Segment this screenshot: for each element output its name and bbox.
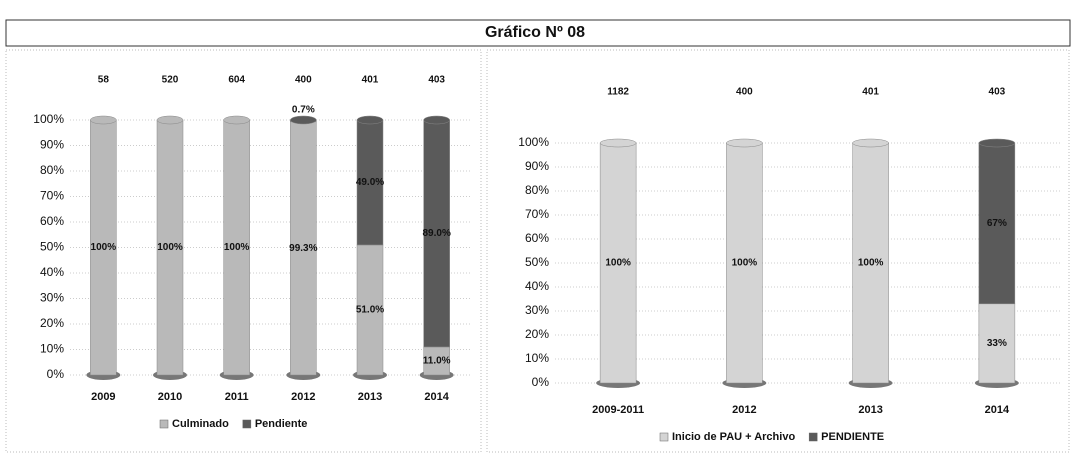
bar-top — [599, 138, 637, 148]
value-label: 67% — [987, 218, 1007, 229]
y-tick-label: 30% — [40, 291, 64, 305]
total-label: 400 — [295, 75, 312, 86]
y-tick-label: 30% — [525, 303, 549, 317]
bar-top — [156, 115, 184, 125]
value-label: 49.0% — [356, 177, 384, 188]
total-label: 520 — [162, 75, 179, 86]
legend-label: Culminado — [172, 418, 229, 430]
legend-swatch — [659, 432, 669, 442]
legend-label: Inicio de PAU + Archivo — [672, 431, 795, 443]
title-box — [5, 19, 1071, 47]
bar-segment — [156, 119, 184, 376]
value-label: 100% — [732, 258, 758, 269]
x-tick-label: 2010 — [158, 391, 182, 403]
total-label: 401 — [362, 75, 379, 86]
y-tick-label: 60% — [525, 231, 549, 245]
y-tick-label: 100% — [33, 112, 64, 126]
bar-segment — [223, 119, 250, 376]
x-tick-label: 2009-2011 — [592, 404, 644, 416]
y-tick-label: 80% — [40, 163, 64, 177]
bar-segment — [978, 142, 1016, 305]
legend-label: PENDIENTE — [821, 431, 884, 443]
y-tick-label: 20% — [40, 316, 64, 330]
legend-swatch — [159, 419, 169, 429]
total-label: 58 — [98, 75, 110, 86]
y-tick-label: 90% — [40, 138, 64, 152]
bar-top — [423, 115, 450, 125]
total-label: 1182 — [607, 87, 629, 98]
value-label: 11.0% — [423, 356, 451, 367]
y-tick-label: 0% — [47, 367, 65, 381]
y-tick-label: 40% — [525, 279, 549, 293]
value-label: 100% — [157, 242, 183, 253]
total-label: 401 — [862, 87, 879, 98]
bar-segment — [599, 142, 637, 384]
value-label: 33% — [987, 338, 1007, 349]
bar-top — [852, 138, 889, 148]
x-tick-label: 2013 — [858, 404, 882, 416]
bar-top — [978, 138, 1016, 148]
x-tick-label: 2012 — [291, 391, 315, 403]
x-tick-label: 2012 — [732, 404, 756, 416]
total-label: 403 — [428, 75, 445, 86]
y-tick-label: 50% — [40, 240, 64, 254]
y-tick-label: 70% — [525, 207, 549, 221]
page-title: Gráfico Nº 08 — [485, 24, 585, 41]
bar-segment — [726, 142, 763, 384]
legend-label: Pendiente — [255, 418, 308, 430]
bar-top — [290, 115, 317, 125]
y-tick-label: 100% — [518, 135, 549, 149]
y-tick-label: 0% — [532, 375, 550, 389]
x-tick-label: 2014 — [985, 404, 1010, 416]
total-label: 400 — [736, 87, 753, 98]
legend-swatch — [808, 432, 818, 442]
bar-segment — [356, 119, 384, 246]
chart-frame — [5, 49, 482, 453]
bar-top — [726, 138, 763, 148]
bar-segment — [290, 121, 317, 376]
y-tick-label: 10% — [40, 342, 64, 356]
value-label: 51.0% — [356, 305, 384, 316]
y-tick-label: 10% — [525, 351, 549, 365]
bar-segment — [423, 346, 450, 376]
value-label: 100% — [224, 242, 250, 253]
value-label: 0.7% — [292, 105, 315, 116]
x-tick-label: 2009 — [91, 391, 115, 403]
bar-segment — [852, 142, 889, 384]
total-label: 403 — [989, 87, 1006, 98]
bar-segment — [90, 119, 117, 376]
x-tick-label: 2013 — [358, 391, 382, 403]
total-label: 604 — [228, 75, 245, 86]
bar-top — [223, 115, 250, 125]
value-label: 100% — [605, 258, 631, 269]
x-tick-label: 2011 — [225, 391, 249, 403]
bar-segment — [978, 303, 1016, 384]
value-label: 99.3% — [289, 243, 317, 254]
bar-top — [90, 115, 117, 125]
y-tick-label: 50% — [525, 255, 549, 269]
y-tick-label: 20% — [525, 327, 549, 341]
legend-swatch — [242, 419, 252, 429]
x-tick-label: 2014 — [424, 391, 449, 403]
value-label: 100% — [858, 258, 884, 269]
value-label: 100% — [91, 242, 117, 253]
y-tick-label: 40% — [40, 265, 64, 279]
y-tick-label: 70% — [40, 189, 64, 203]
y-tick-label: 90% — [525, 159, 549, 173]
value-label: 89.0% — [422, 228, 450, 239]
bar-top — [356, 115, 384, 125]
bar-segment — [423, 119, 450, 348]
chart-frame — [486, 49, 1070, 453]
y-tick-label: 60% — [40, 214, 64, 228]
y-tick-label: 80% — [525, 183, 549, 197]
